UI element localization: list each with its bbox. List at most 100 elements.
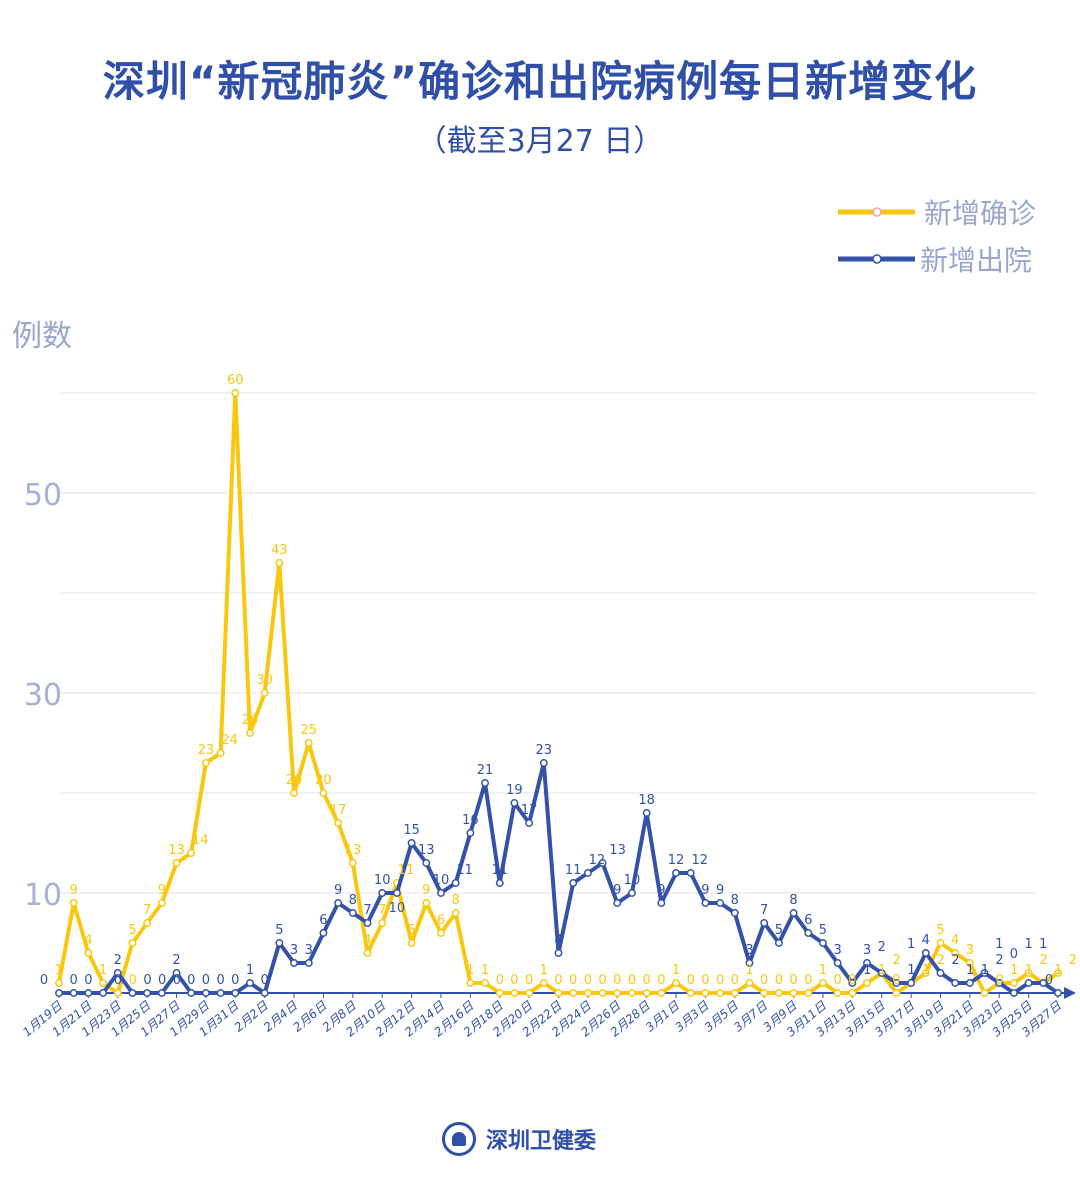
data-point-discharged: [657, 899, 666, 907]
data-point-discharged: [936, 969, 945, 977]
data-label-discharged: 13: [609, 843, 626, 858]
data-point-discharged: [304, 959, 313, 967]
data-label-discharged: 5: [275, 923, 283, 938]
data-label-discharged: 17: [521, 803, 538, 818]
data-label-confirmed: 6: [437, 913, 445, 928]
data-point-discharged: [701, 899, 710, 907]
data-point-confirmed: [1054, 969, 1062, 977]
data-label-confirmed: 2: [893, 953, 901, 968]
data-point-discharged: [290, 959, 299, 967]
data-point-confirmed: [716, 989, 725, 997]
data-label-confirmed: 0: [995, 973, 1003, 988]
data-label-discharged: 1: [1024, 937, 1032, 952]
data-label-discharged: 0: [114, 973, 122, 988]
data-label-discharged: 9: [701, 883, 709, 898]
data-label-confirmed: 9: [422, 883, 430, 898]
y-axis-label: 例数: [12, 319, 72, 354]
data-label-confirmed: 0: [892, 973, 900, 988]
data-point-confirmed: [628, 989, 636, 997]
data-point-discharged: [99, 989, 108, 997]
data-point-confirmed: [363, 949, 372, 957]
data-label-discharged: 1: [907, 963, 915, 978]
data-point-confirmed: [921, 969, 930, 977]
data-label-confirmed: 26: [242, 713, 259, 728]
data-point-discharged: [745, 959, 754, 967]
data-point-discharged: [818, 939, 827, 947]
data-label-confirmed: 0: [525, 973, 533, 988]
data-point-confirmed: [451, 909, 460, 917]
data-point-discharged: [466, 829, 475, 837]
data-point-discharged: [1039, 979, 1048, 987]
data-point-discharged: [877, 969, 886, 977]
data-label-discharged: 0: [1045, 973, 1053, 988]
data-point-confirmed: [128, 939, 137, 947]
data-label-discharged: 8: [731, 893, 739, 908]
data-point-confirmed: [863, 979, 871, 987]
data-point-discharged: [128, 989, 137, 997]
data-point-discharged: [437, 889, 445, 897]
data-point-confirmed: [951, 949, 960, 957]
data-label-discharged: 3: [863, 943, 871, 958]
data-label-confirmed: 0: [643, 973, 651, 988]
data-point-confirmed: [143, 919, 152, 927]
data-point-discharged: [348, 909, 357, 917]
data-point-discharged: [804, 929, 813, 937]
data-point-discharged: [55, 989, 63, 997]
data-point-confirmed: [613, 989, 622, 997]
data-point-confirmed: [892, 989, 901, 997]
data-label-discharged: 5: [819, 923, 827, 938]
data-point-confirmed: [525, 989, 534, 997]
data-point-discharged: [407, 839, 416, 847]
data-label-confirmed: 43: [271, 543, 288, 558]
data-label-discharged: 13: [418, 843, 435, 858]
data-label-confirmed: 2: [1069, 953, 1077, 968]
data-point-confirmed: [936, 939, 945, 947]
data-label-discharged: 10: [624, 873, 641, 888]
data-point-confirmed: [672, 979, 680, 987]
data-label-confirmed: 0: [789, 973, 797, 988]
data-label-discharged: 0: [143, 973, 151, 988]
data-label-discharged: 7: [363, 903, 371, 918]
data-label-confirmed: 13: [345, 843, 362, 858]
data-point-confirmed: [246, 729, 254, 737]
data-label-confirmed: 1: [672, 963, 680, 978]
data-label-discharged: 1: [863, 963, 871, 978]
data-label-discharged: 16: [462, 813, 479, 828]
data-point-confirmed: [583, 989, 592, 997]
data-label-confirmed: 1: [745, 963, 753, 978]
data-point-confirmed: [774, 989, 783, 997]
data-point-confirmed: [231, 389, 240, 397]
data-point-discharged: [583, 869, 592, 877]
data-point-discharged: [392, 889, 401, 897]
data-label-discharged: 3: [745, 943, 753, 958]
data-point-confirmed: [157, 899, 166, 907]
data-point-confirmed: [804, 989, 813, 997]
data-point-confirmed: [789, 989, 798, 997]
data-point-confirmed: [818, 979, 827, 987]
data-label-confirmed: 1: [466, 963, 474, 978]
data-label-discharged: 2: [172, 953, 180, 968]
data-label-confirmed: 1: [922, 963, 930, 978]
legend-label-discharged: 新增出院: [920, 244, 1032, 277]
data-point-discharged: [951, 979, 960, 987]
data-label-confirmed: 8: [452, 893, 460, 908]
data-point-confirmed: [657, 989, 666, 997]
data-label-confirmed: 1: [1010, 963, 1018, 978]
data-label-discharged: 12: [589, 853, 606, 868]
data-point-discharged: [216, 989, 225, 997]
data-label-discharged: 0: [231, 973, 239, 988]
data-point-confirmed: [378, 919, 387, 927]
data-point-discharged: [495, 879, 504, 887]
data-point-discharged: [69, 989, 78, 997]
data-point-discharged: [833, 959, 842, 967]
data-point-discharged: [319, 929, 328, 937]
legend-marker-confirmed: [872, 207, 882, 217]
data-label-confirmed: 1: [55, 963, 63, 978]
data-label-confirmed: 1: [1025, 963, 1033, 978]
data-label-discharged: 10: [433, 873, 450, 888]
data-label-confirmed: 30: [256, 673, 273, 688]
data-label-confirmed: 23: [198, 743, 215, 758]
data-point-confirmed: [334, 819, 343, 827]
data-label-discharged: 5: [775, 923, 783, 938]
data-label-discharged: 0: [70, 973, 78, 988]
